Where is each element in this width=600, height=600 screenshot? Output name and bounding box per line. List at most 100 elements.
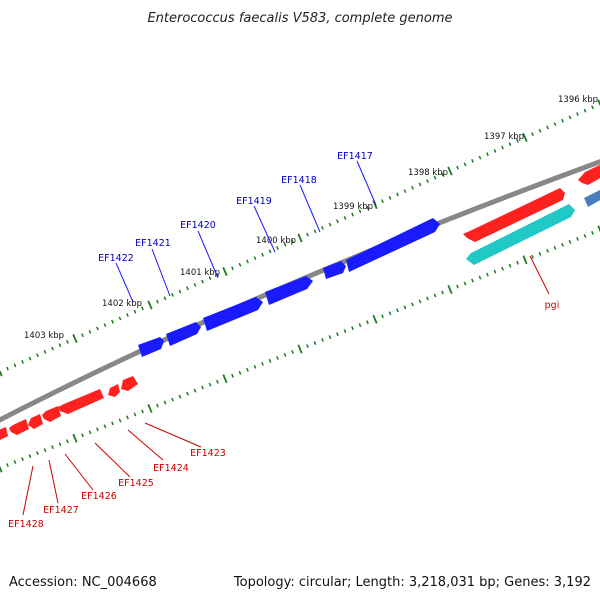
inner-minor-tick (201, 385, 204, 390)
outer-minor-tick (66, 339, 69, 344)
gene-label-ef1427[interactable]: EF1427 (43, 505, 79, 516)
gene-steelblue-arrow[interactable] (584, 188, 600, 207)
accession-text: Accession: NC_004668 (9, 575, 157, 590)
inner-minor-tick (433, 293, 437, 298)
inner-minor-tick (208, 382, 212, 387)
inner-minor-tick (96, 427, 99, 432)
outer-minor-tick (276, 246, 279, 250)
inner-minor-tick (141, 409, 144, 414)
tick-labels: 1396 kbp 1397 kbp 1398 kbp 1399 kbp 1400… (24, 95, 598, 341)
gene-ef1420-arrow[interactable] (203, 297, 263, 331)
gene-ef1426-arrow[interactable] (42, 406, 61, 422)
gene-right-red-arrow[interactable] (578, 163, 600, 185)
inner-minor-tick (216, 379, 219, 384)
gene-ef1424-arrow[interactable] (108, 384, 120, 397)
inner-minor-tick (28, 454, 32, 459)
outer-minor-tick (216, 272, 219, 277)
inner-major-tick (72, 433, 78, 443)
inner-minor-tick (486, 272, 489, 277)
gene-ef1419-arrow[interactable] (265, 276, 313, 305)
outer-minor-tick (141, 306, 144, 311)
gene-label-pgi[interactable]: pgi (545, 300, 560, 311)
gene-ef1427-arrow[interactable] (28, 414, 43, 429)
outer-minor-tick (501, 145, 504, 150)
gene-label-ef1417[interactable]: EF1417 (337, 151, 373, 162)
gene-ef1425-arrow[interactable] (58, 389, 104, 414)
inner-minor-tick (268, 358, 272, 363)
gene-label-ef1420[interactable]: EF1420 (180, 220, 216, 231)
gene-cyan-arrow[interactable] (466, 204, 575, 265)
gene-ef1418-arrow[interactable] (323, 261, 346, 279)
inner-minor-tick (81, 433, 84, 438)
outer-minor-tick (103, 323, 107, 328)
inner-minor-tick (313, 341, 317, 345)
inner-minor-tick (178, 394, 182, 399)
outer-minor-tick (208, 276, 212, 281)
inner-minor-tick (478, 275, 482, 280)
gene-label-ef1423[interactable]: EF1423 (190, 448, 226, 459)
outer-minor-tick (186, 286, 189, 291)
inner-minor-tick (501, 266, 504, 271)
gene-edge-red-arrow[interactable] (0, 427, 8, 441)
inner-minor-tick (351, 326, 354, 331)
inner-minor-tick (276, 356, 279, 360)
gene-label-ef1422[interactable]: EF1422 (98, 253, 134, 264)
outer-minor-tick (291, 239, 294, 244)
outer-major-tick (72, 334, 78, 343)
outer-minor-tick (441, 172, 444, 177)
inner-minor-tick (493, 269, 497, 274)
outer-minor-tick (43, 349, 47, 354)
outer-major-tick (372, 200, 378, 209)
gene-label-ef1418[interactable]: EF1418 (281, 175, 317, 186)
outer-minor-tick (36, 353, 39, 358)
outer-minor-tick (81, 333, 84, 338)
outer-minor-tick (568, 115, 572, 120)
gene-ef1422-arrow[interactable] (138, 337, 164, 357)
inner-minor-tick (456, 284, 459, 289)
reverse-strand-genes (0, 163, 600, 441)
gene-label-ef1419[interactable]: EF1419 (236, 196, 272, 207)
inner-major-tick (447, 284, 453, 295)
inner-minor-tick (111, 421, 114, 426)
outer-minor-tick (508, 142, 512, 147)
gene-ef1428-arrow[interactable] (9, 419, 29, 435)
gene-pgi-arrow[interactable] (463, 188, 565, 242)
inner-minor-tick (568, 239, 572, 244)
inner-minor-tick (118, 418, 122, 423)
inner-minor-tick (246, 367, 249, 372)
outer-major-tick (297, 233, 303, 243)
gene-label-ef1424[interactable]: EF1424 (153, 463, 189, 474)
gene-label-ef1426[interactable]: EF1426 (81, 491, 117, 502)
outer-minor-tick (381, 199, 384, 204)
outer-minor-tick (13, 363, 17, 368)
inner-minor-tick (471, 278, 474, 283)
gene-label-ef1428[interactable]: EF1428 (8, 519, 44, 530)
gene-ef1421-arrow[interactable] (166, 322, 201, 346)
inner-major-tick (597, 225, 600, 233)
outer-minor-tick (426, 179, 429, 183)
outer-minor-tick (283, 242, 287, 247)
outer-minor-tick (58, 343, 62, 348)
outer-minor-tick (238, 262, 242, 267)
inner-major-tick (297, 344, 303, 354)
tick-label-1399: 1399 kbp (333, 202, 373, 212)
outer-minor-tick (351, 212, 354, 217)
outer-minor-tick (486, 152, 489, 157)
outer-minor-tick (388, 195, 392, 200)
inner-major-tick (522, 255, 528, 265)
outer-major-tick (597, 99, 600, 107)
outer-minor-tick (358, 209, 362, 214)
outer-minor-tick (88, 329, 92, 334)
inner-minor-tick (396, 308, 399, 313)
outer-minor-tick (111, 319, 114, 324)
gene-ef1417-arrow[interactable] (346, 218, 440, 272)
inner-minor-tick (381, 314, 384, 319)
gene-label-ef1425[interactable]: EF1425 (118, 478, 154, 489)
gene-label-ef1421[interactable]: EF1421 (135, 238, 171, 249)
inner-minor-tick (328, 335, 332, 340)
gene-ef1423-arrow[interactable] (121, 376, 138, 391)
tick-label-1400: 1400 kbp (256, 236, 296, 246)
outer-minor-tick (561, 118, 564, 123)
tick-label-1397: 1397 kbp (484, 132, 524, 142)
